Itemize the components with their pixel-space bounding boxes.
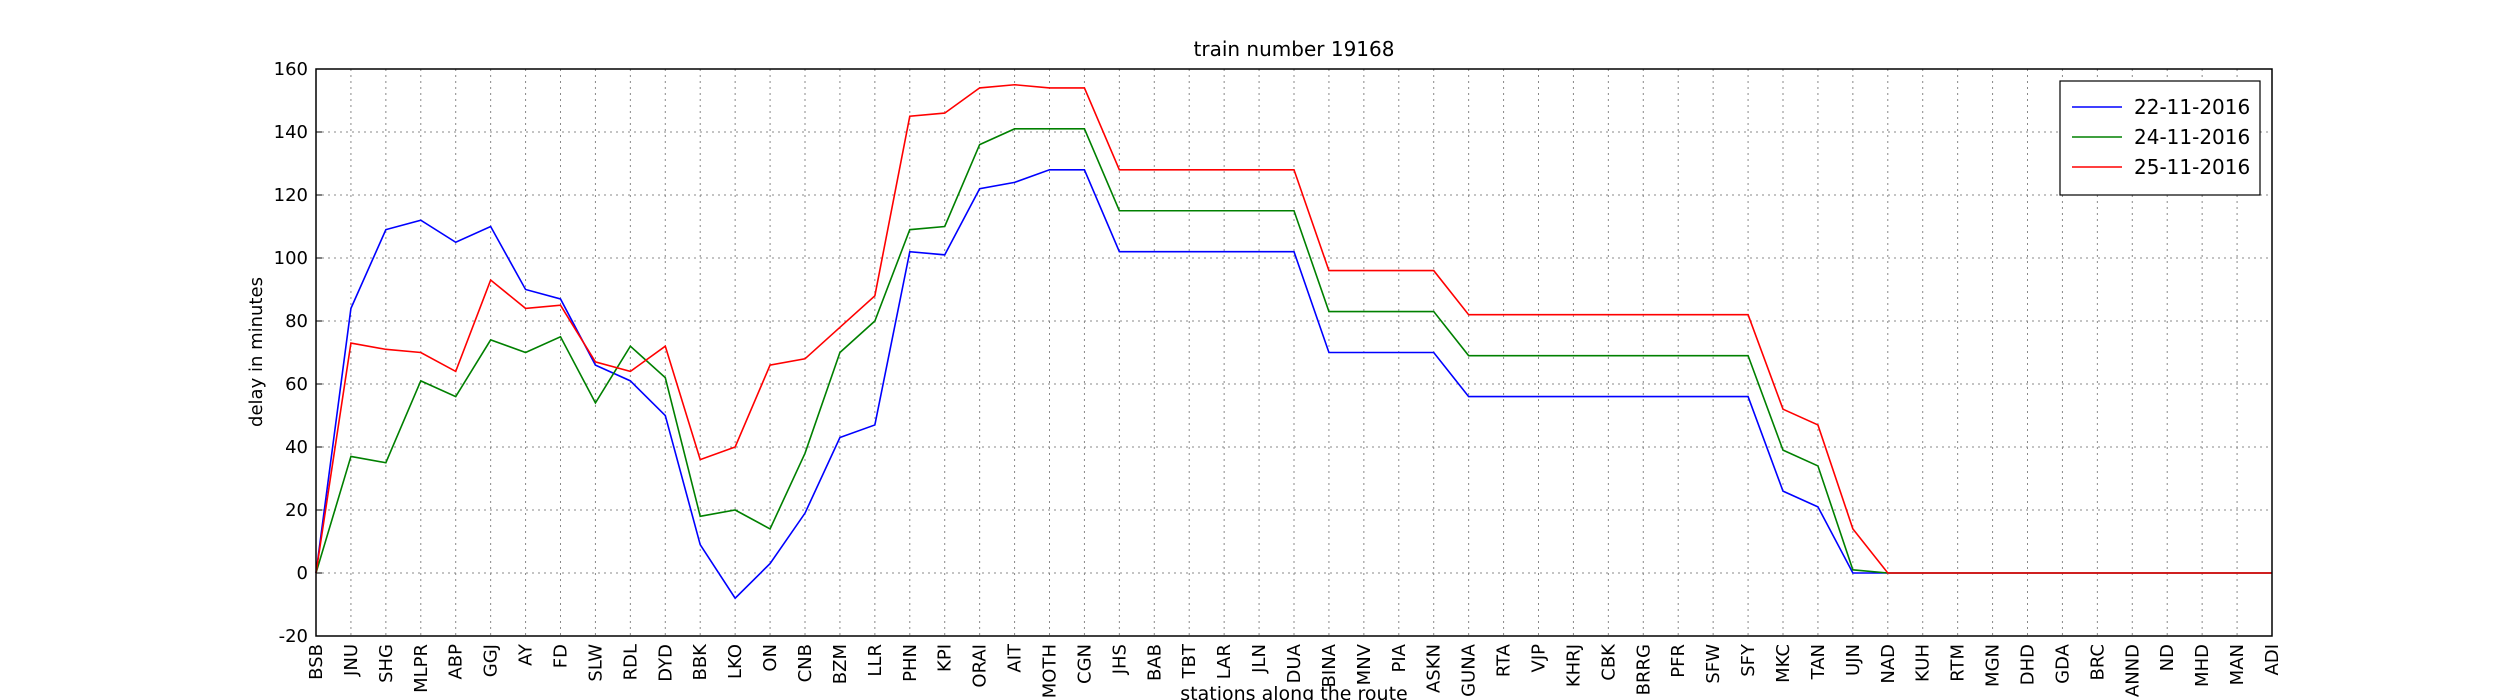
legend-label: 22-11-2016 bbox=[2134, 95, 2250, 119]
x-tick-label: BSB bbox=[306, 644, 327, 680]
x-tick-label: KHRJ bbox=[1563, 644, 1584, 687]
x-tick-label: PFR bbox=[1668, 644, 1689, 678]
x-tick-label: LAR bbox=[1214, 644, 1235, 679]
y-tick-label: 140 bbox=[274, 122, 308, 143]
x-tick-label: GGJ bbox=[481, 644, 502, 677]
x-tick-label: MGN bbox=[1983, 644, 2004, 687]
x-tick-label: ORAI bbox=[970, 644, 991, 688]
x-tick-label: DUA bbox=[1284, 643, 1305, 683]
y-tick-label: 160 bbox=[274, 59, 308, 80]
x-tick-label: MKC bbox=[1773, 644, 1794, 683]
x-tick-label: SFY bbox=[1738, 643, 1759, 677]
x-tick-label: MNV bbox=[1354, 643, 1375, 685]
x-tick-label: ANND bbox=[2122, 644, 2143, 697]
x-tick-label: MAN bbox=[2227, 644, 2248, 685]
x-tick-label: DHD bbox=[2018, 644, 2039, 685]
x-tick-label: PIA bbox=[1389, 643, 1410, 672]
x-tick-label: SLW bbox=[585, 644, 606, 682]
y-tick-label: 0 bbox=[297, 563, 308, 584]
y-tick-label: 100 bbox=[274, 248, 308, 269]
x-tick-label: MHD bbox=[2192, 644, 2213, 687]
x-tick-label: RDL bbox=[620, 644, 641, 680]
x-tick-label: NAD bbox=[1878, 644, 1899, 684]
x-tick-label: BBK bbox=[690, 643, 711, 681]
y-tick-label: 20 bbox=[285, 500, 308, 521]
y-tick-label: 80 bbox=[285, 311, 308, 332]
x-tick-label: LKO bbox=[725, 644, 746, 679]
plot-frame bbox=[315, 68, 2273, 637]
x-tick-label: VJP bbox=[1529, 644, 1550, 673]
x-tick-label: BAB bbox=[1144, 644, 1165, 681]
x-tick-label: ASKN bbox=[1424, 644, 1445, 693]
x-tick-label: JLN bbox=[1249, 644, 1270, 674]
x-tick-label: SHG bbox=[376, 644, 397, 683]
x-tick-label: FD bbox=[551, 644, 572, 668]
x-tick-label: ND bbox=[2157, 644, 2178, 671]
x-tick-label: PHN bbox=[900, 644, 921, 682]
y-axis-label: delay in minutes bbox=[246, 277, 267, 427]
y-tick-label: 60 bbox=[285, 374, 308, 395]
x-tick-label: ABP bbox=[446, 644, 467, 680]
x-tick-label: DYD bbox=[655, 644, 676, 682]
legend-box bbox=[2059, 80, 2261, 196]
x-tick-label: BRC bbox=[2087, 644, 2108, 681]
x-tick-label: KPI bbox=[935, 644, 956, 672]
x-tick-label: AIT bbox=[1005, 643, 1026, 673]
x-tick-label: ON bbox=[760, 644, 781, 672]
chart-title: train number 19168 bbox=[1194, 37, 1395, 61]
x-tick-label: MOTH bbox=[1040, 644, 1061, 698]
x-tick-label: JHS bbox=[1109, 644, 1130, 675]
x-tick-label: KUH bbox=[1913, 644, 1934, 682]
x-tick-label: CGN bbox=[1074, 644, 1095, 684]
x-tick-label: LLR bbox=[865, 644, 886, 677]
y-tick-label: 120 bbox=[274, 185, 308, 206]
x-tick-label: RTM bbox=[1948, 644, 1969, 682]
x-tick-label: BRRG bbox=[1633, 644, 1654, 695]
y-tick-label: -20 bbox=[279, 626, 308, 647]
x-tick-label: GUNA bbox=[1459, 643, 1480, 697]
x-tick-label: CBK bbox=[1598, 643, 1619, 681]
x-tick-label: TAN bbox=[1808, 644, 1829, 680]
x-tick-label: GDA bbox=[2052, 643, 2073, 683]
x-tick-label: SFW bbox=[1703, 644, 1724, 684]
x-tick-label: MLPR bbox=[411, 644, 432, 693]
x-axis-label: stations along the route bbox=[1180, 683, 1407, 700]
y-tick-label: 40 bbox=[285, 437, 308, 458]
data-line bbox=[315, 83, 2272, 574]
x-tick-label: TBT bbox=[1179, 643, 1200, 679]
x-tick-label: UJN bbox=[1843, 644, 1864, 676]
legend-label: 24-11-2016 bbox=[2134, 125, 2250, 149]
legend-label: 25-11-2016 bbox=[2134, 155, 2250, 179]
x-tick-label: RTA bbox=[1494, 643, 1515, 677]
x-tick-label: AY bbox=[516, 643, 537, 666]
x-tick-label: CNB bbox=[795, 644, 816, 682]
x-tick-label: ADI bbox=[2262, 644, 2283, 675]
x-tick-label: JNU bbox=[341, 644, 362, 677]
x-tick-label: BZM bbox=[830, 644, 851, 684]
x-tick-label: BINA bbox=[1319, 643, 1340, 687]
